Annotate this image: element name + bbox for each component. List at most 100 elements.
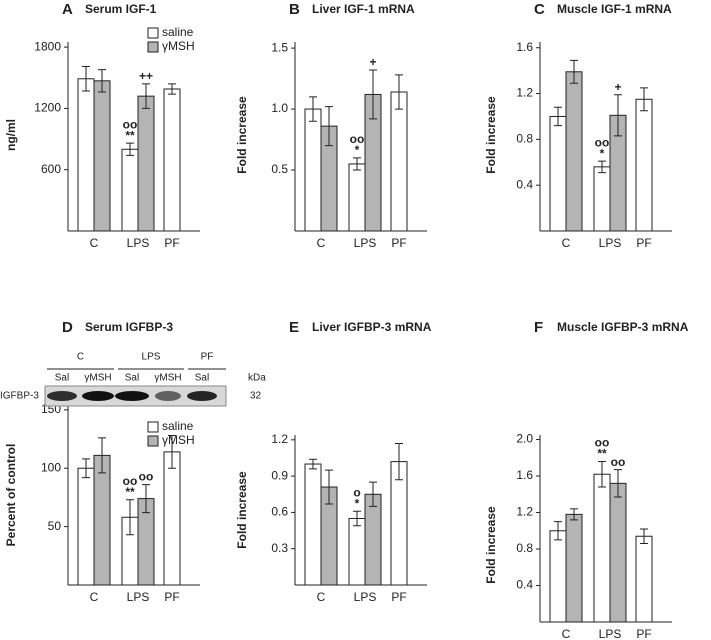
blot-lane: Sal: [195, 373, 209, 384]
x-tick-label: C: [317, 236, 326, 250]
bar: [77, 467, 95, 586]
bar: [549, 530, 567, 623]
y-tick-label: 1.2: [516, 86, 533, 100]
y-tick-label: 0.8: [516, 541, 533, 555]
x-tick-label: PF: [164, 236, 179, 250]
significance-mark: oo: [139, 470, 154, 484]
panel-title: Muscle IGFBP-3 mRNA: [557, 320, 689, 334]
blot-group: LPS: [142, 352, 161, 363]
panel-letter: C: [534, 1, 545, 18]
error-bar: [554, 521, 562, 541]
legend-label: saline: [162, 25, 194, 39]
significance-mark: ++: [139, 69, 153, 83]
y-tick-label: 0.5: [271, 162, 288, 176]
bar: [549, 115, 567, 232]
blot-band: [187, 391, 217, 401]
significance-mark: *: [355, 496, 360, 510]
bar: [565, 513, 583, 623]
y-axis-label: Fold increase: [235, 96, 249, 174]
y-tick-label: 1800: [34, 39, 61, 53]
y-tick-label: 1.2: [271, 432, 288, 446]
bar: [304, 463, 322, 586]
bar: [348, 517, 366, 586]
y-tick-label: 50: [48, 519, 62, 533]
legend-label: saline: [162, 419, 194, 433]
bar: [163, 451, 181, 586]
bar: [635, 535, 653, 623]
blot-band: [82, 391, 114, 401]
panel-letter: E: [289, 319, 299, 336]
error-bar: [142, 83, 150, 109]
panel-letter: B: [289, 1, 300, 18]
x-tick-label: LPS: [354, 236, 377, 250]
panel-letter: A: [62, 1, 73, 18]
x-tick-label: C: [317, 590, 326, 604]
bar: [137, 95, 155, 232]
bar: [390, 91, 408, 232]
error-bar: [614, 469, 622, 498]
significance-mark: **: [125, 485, 135, 499]
bar: [635, 98, 653, 232]
panel-title: Serum IGF-1: [85, 2, 157, 16]
error-bar: [598, 460, 606, 488]
y-tick-label: 1.5: [271, 40, 288, 54]
blot-unit: kDa: [248, 373, 266, 384]
blot-band: [155, 391, 181, 401]
significance-mark: oo: [595, 135, 610, 149]
y-tick-label: 0.9: [271, 468, 288, 482]
bar: [593, 166, 611, 232]
blot-band-label: IGFBP-3: [0, 391, 39, 402]
blot-lane: γMSH: [84, 373, 111, 384]
y-axis-label: ng/ml: [4, 119, 18, 151]
x-tick-label: LPS: [599, 627, 622, 640]
error-bar: [598, 160, 606, 174]
y-tick-label: 0.8: [516, 132, 533, 146]
error-bar: [325, 106, 333, 147]
y-tick-label: 0.4: [516, 578, 533, 592]
y-axis-label: Fold increase: [484, 96, 498, 174]
bar: [93, 454, 111, 586]
error-bar: [309, 458, 317, 470]
error-bar: [98, 69, 106, 93]
y-tick-label: 100: [41, 460, 61, 474]
panel-title: Serum IGFBP-3: [85, 320, 173, 334]
y-axis-label: Percent of control: [4, 444, 18, 547]
error-bar: [168, 83, 176, 95]
y-axis-label: Fold increase: [235, 471, 249, 549]
y-tick-label: 0.4: [516, 177, 533, 191]
bar: [565, 71, 583, 232]
error-bar: [395, 74, 403, 110]
x-tick-label: PF: [636, 627, 651, 640]
error-bar: [353, 510, 361, 527]
y-tick-label: 1200: [34, 101, 61, 115]
significance-mark: oo: [595, 436, 610, 450]
blot-lane: Sal: [125, 373, 139, 384]
error-bar: [395, 442, 403, 481]
bar: [609, 482, 627, 623]
legend-label: γMSH: [162, 433, 195, 447]
x-tick-label: LPS: [127, 236, 150, 250]
legend-swatch: [147, 27, 159, 39]
panel-title: Liver IGF-1 mRNA: [312, 2, 415, 16]
significance-mark: oo: [350, 132, 365, 146]
y-tick-label: 2.0: [516, 432, 533, 446]
y-tick-label: 0.3: [271, 541, 288, 555]
error-bar: [353, 157, 361, 171]
legend-swatch: [147, 41, 159, 53]
blot-size: 32: [250, 391, 262, 402]
bar: [593, 473, 611, 623]
x-tick-label: LPS: [599, 236, 622, 250]
significance-mark: oo: [123, 117, 138, 131]
x-tick-label: C: [90, 236, 99, 250]
blot-lane: Sal: [55, 373, 69, 384]
panel-letter: D: [62, 319, 73, 336]
x-tick-label: C: [90, 590, 99, 604]
panel-title: Muscle IGF-1 mRNA: [557, 2, 672, 16]
y-axis-label: Fold increase: [484, 506, 498, 584]
error-bar: [82, 458, 90, 479]
error-bar: [369, 481, 377, 507]
error-bar: [142, 484, 150, 514]
bar: [364, 493, 382, 586]
x-tick-label: PF: [391, 236, 406, 250]
